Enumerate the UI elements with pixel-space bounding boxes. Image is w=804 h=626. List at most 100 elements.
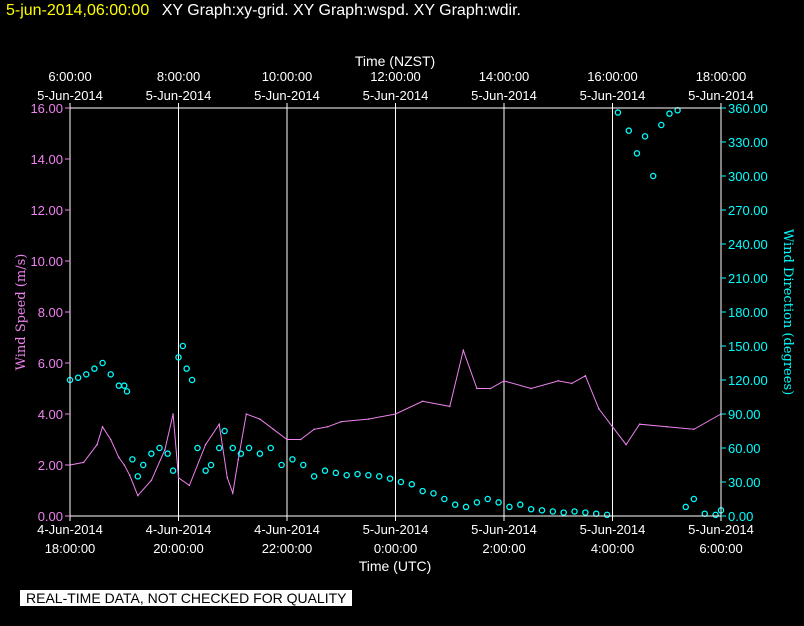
point-wind_direction	[107, 371, 114, 378]
point-wind_speed	[172, 413, 174, 415]
point-wind_direction	[582, 509, 589, 516]
point-wind_speed	[693, 428, 695, 431]
axis-layer: 6:00:00 5-Jun-2014 8:00:00 5-Jun-2014 10:00:…	[30, 69, 767, 556]
point-wind_direction	[527, 505, 535, 513]
right-tick-label: 150.00	[728, 339, 768, 354]
point-wind_direction	[83, 371, 90, 378]
point-wind_direction	[245, 444, 253, 452]
point-wind_speed	[326, 425, 329, 428]
top-tick-label-time: 10:00:00	[262, 69, 313, 84]
point-wind_direction	[99, 359, 106, 367]
right-tick-label: 180.00	[728, 305, 768, 320]
right-tick-label: 360.00	[728, 101, 768, 116]
top-tick-label-date: 5-Jun-2014	[37, 88, 103, 103]
point-wind_speed	[82, 461, 85, 464]
point-wind_direction	[603, 511, 611, 519]
point-wind_direction	[215, 444, 223, 452]
point-wind_speed	[96, 443, 98, 446]
bottom-tick-label-time: 0:00:00	[374, 541, 417, 556]
point-wind_speed	[625, 443, 627, 446]
top-tick-label-time: 12:00:00	[370, 69, 421, 84]
point-wind_direction	[682, 503, 689, 511]
point-wind_direction	[430, 490, 437, 497]
point-wind_speed	[489, 387, 492, 390]
right-tick-label: 60.00	[728, 441, 761, 456]
point-wind_speed	[299, 438, 302, 441]
point-wind_direction	[289, 456, 296, 463]
point-wind_direction	[343, 471, 350, 479]
point-wind_direction	[495, 499, 502, 506]
right-axis-title: Wind Direction (degrees)	[780, 229, 795, 395]
right-tick-label: 30.00	[728, 475, 761, 490]
point-wind_direction	[690, 495, 698, 503]
point-wind_direction	[649, 172, 657, 180]
bottom-tick-label-date: 5-Jun-2014	[688, 522, 754, 537]
top-tick-label-date: 5-Jun-2014	[146, 88, 212, 103]
point-wind_direction	[156, 444, 163, 452]
point-wind_direction	[408, 481, 416, 488]
title-datetime: 5-jun-2014,06:00:00	[6, 2, 150, 19]
point-wind_speed	[150, 479, 153, 482]
right-tick-label: 120.00	[728, 373, 768, 388]
point-wind_speed	[164, 448, 166, 451]
point-wind_direction	[148, 450, 155, 457]
point-wind_direction	[175, 354, 182, 361]
point-wind_speed	[462, 349, 465, 352]
point-wind_speed	[421, 400, 424, 403]
point-wind_speed	[237, 459, 239, 461]
point-wind_direction	[321, 467, 329, 474]
top-tick-label-time: 16:00:00	[587, 69, 638, 84]
bottom-tick-label-date: 4-Jun-2014	[37, 522, 103, 537]
point-wind_direction	[164, 450, 171, 457]
point-wind_direction	[354, 470, 361, 478]
point-wind_speed	[584, 374, 587, 377]
point-wind_direction	[506, 503, 513, 511]
title-bar: 5-jun-2014,06:00:00 XY Graph:xy-grid. XY…	[6, 2, 521, 20]
bottom-tick-label-date: 4-Jun-2014	[254, 522, 320, 537]
point-wind_direction	[300, 461, 307, 469]
point-wind_speed	[272, 428, 275, 431]
point-wind_direction	[221, 427, 228, 435]
top-tick-label-time: 14:00:00	[479, 69, 530, 84]
point-wind_direction	[666, 110, 673, 117]
point-wind_direction	[560, 509, 567, 516]
point-wind_speed	[204, 443, 207, 446]
point-wind_speed	[128, 474, 131, 477]
left-tick-label: 16.00	[30, 101, 63, 116]
top-tick-label-date: 5-Jun-2014	[580, 88, 646, 103]
point-wind_direction	[91, 365, 98, 372]
point-wind_direction	[386, 475, 394, 482]
point-wind_speed	[101, 425, 104, 428]
left-tick-label: 6.00	[38, 356, 63, 371]
point-wind_speed	[367, 418, 370, 420]
top-tick-label-time: 8:00:00	[157, 69, 200, 84]
left-tick-label: 2.00	[38, 458, 63, 473]
top-tick-label-date: 5-Jun-2014	[254, 88, 320, 103]
top-tick-label-time: 18:00:00	[696, 69, 747, 84]
bottom-axis-title: Time (UTC)	[359, 558, 432, 574]
right-tick-label: 0.00	[728, 509, 753, 524]
point-wind_direction	[139, 461, 147, 469]
bottom-tick-label-time: 4:00:00	[591, 541, 634, 556]
point-wind_direction	[229, 444, 236, 452]
point-wind_speed	[226, 476, 229, 479]
point-wind_speed	[394, 413, 397, 415]
point-wind_speed	[530, 387, 532, 390]
point-wind_direction	[194, 444, 201, 452]
point-wind_speed	[638, 423, 641, 426]
point-wind_direction	[183, 365, 190, 372]
right-tick-label: 270.00	[728, 203, 768, 218]
right-tick-label: 330.00	[728, 135, 768, 150]
grid-layer	[178, 108, 613, 516]
left-tick-label: 4.00	[38, 407, 63, 422]
point-wind_direction	[441, 495, 448, 503]
bottom-tick-label-time: 18:00:00	[45, 541, 96, 556]
point-wind_direction	[419, 487, 426, 495]
point-wind_speed	[476, 387, 478, 390]
point-wind_speed	[231, 492, 234, 494]
right-tick-label: 90.00	[728, 407, 761, 422]
point-wind_direction	[571, 508, 578, 515]
point-wind_speed	[259, 418, 261, 420]
bottom-tick-label-time: 22:00:00	[262, 541, 313, 556]
